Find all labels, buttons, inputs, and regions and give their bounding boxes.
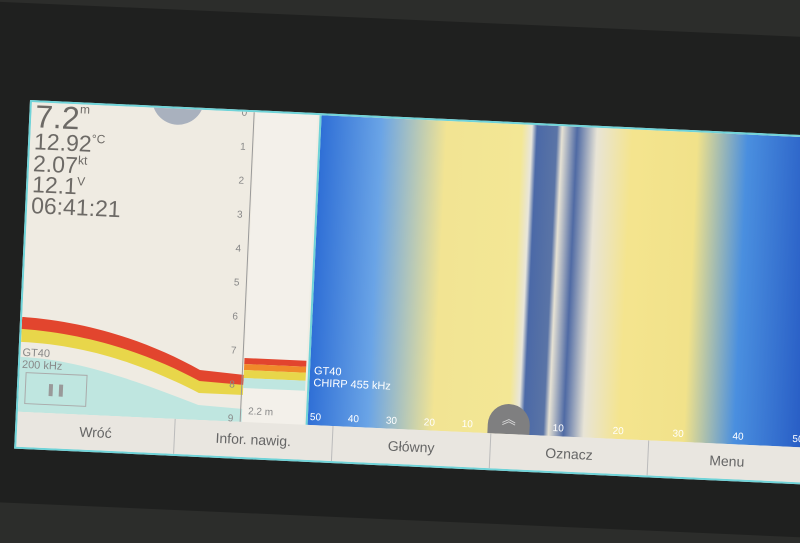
- bottom-echo: [17, 316, 245, 422]
- depth-tick: 1: [239, 141, 246, 153]
- depth-tick: 5: [233, 277, 240, 289]
- range-tick-left: 50: [309, 412, 322, 424]
- range-label: 2.2 m: [247, 406, 274, 419]
- a-scope: 2.2 m: [241, 112, 318, 425]
- range-tick-right: 40: [732, 431, 744, 443]
- home-button[interactable]: Główny: [331, 426, 492, 469]
- range-tick-left: 10: [461, 418, 474, 431]
- range-tick-left: 30: [385, 415, 398, 427]
- depth-tick: 4: [235, 243, 242, 255]
- voltage-unit: V: [76, 173, 86, 189]
- depth-tick: 2: [238, 175, 245, 187]
- depth-tick: 3: [236, 209, 243, 221]
- range-tick-left: 40: [347, 413, 360, 426]
- mark-button[interactable]: Oznacz: [489, 433, 650, 476]
- data-readouts: 7.2m 12.92°C 2.07kt 12.1V 06:41:21: [30, 100, 126, 223]
- clock: 06:41:21: [30, 192, 122, 223]
- menu-button[interactable]: Menu: [647, 440, 800, 483]
- depth-tick: 7: [230, 345, 237, 357]
- depth-unit: m: [79, 102, 91, 117]
- range-tick-right: 30: [672, 428, 684, 440]
- depth-tick: 0: [241, 107, 248, 119]
- depth-tick: 8: [229, 379, 236, 391]
- temp-unit: °C: [91, 132, 106, 147]
- depth-tick: 6: [232, 311, 239, 323]
- back-button[interactable]: Wróć: [16, 411, 176, 454]
- sidevu-frequency: CHIRP 455 kHz: [313, 377, 392, 393]
- pause-icon[interactable]: ❚❚: [24, 372, 88, 407]
- transducer-label: GT40 200 kHz: [21, 346, 63, 373]
- range-tick-right: 10: [552, 423, 564, 435]
- range-tick-right: 50: [792, 433, 800, 446]
- nav-info-button[interactable]: Infor. nawig.: [174, 418, 334, 462]
- range-tick-left: 20: [423, 417, 436, 429]
- range-tick-right: 20: [612, 425, 624, 438]
- speed-unit: kt: [77, 152, 88, 168]
- chevron-up-icon[interactable]: ︽: [487, 403, 531, 435]
- sidevu-sonar-pane: GT40 CHIRP 455 kHz ︽ 50 40 30 20 10 10 20 30 40 5…: [305, 115, 800, 448]
